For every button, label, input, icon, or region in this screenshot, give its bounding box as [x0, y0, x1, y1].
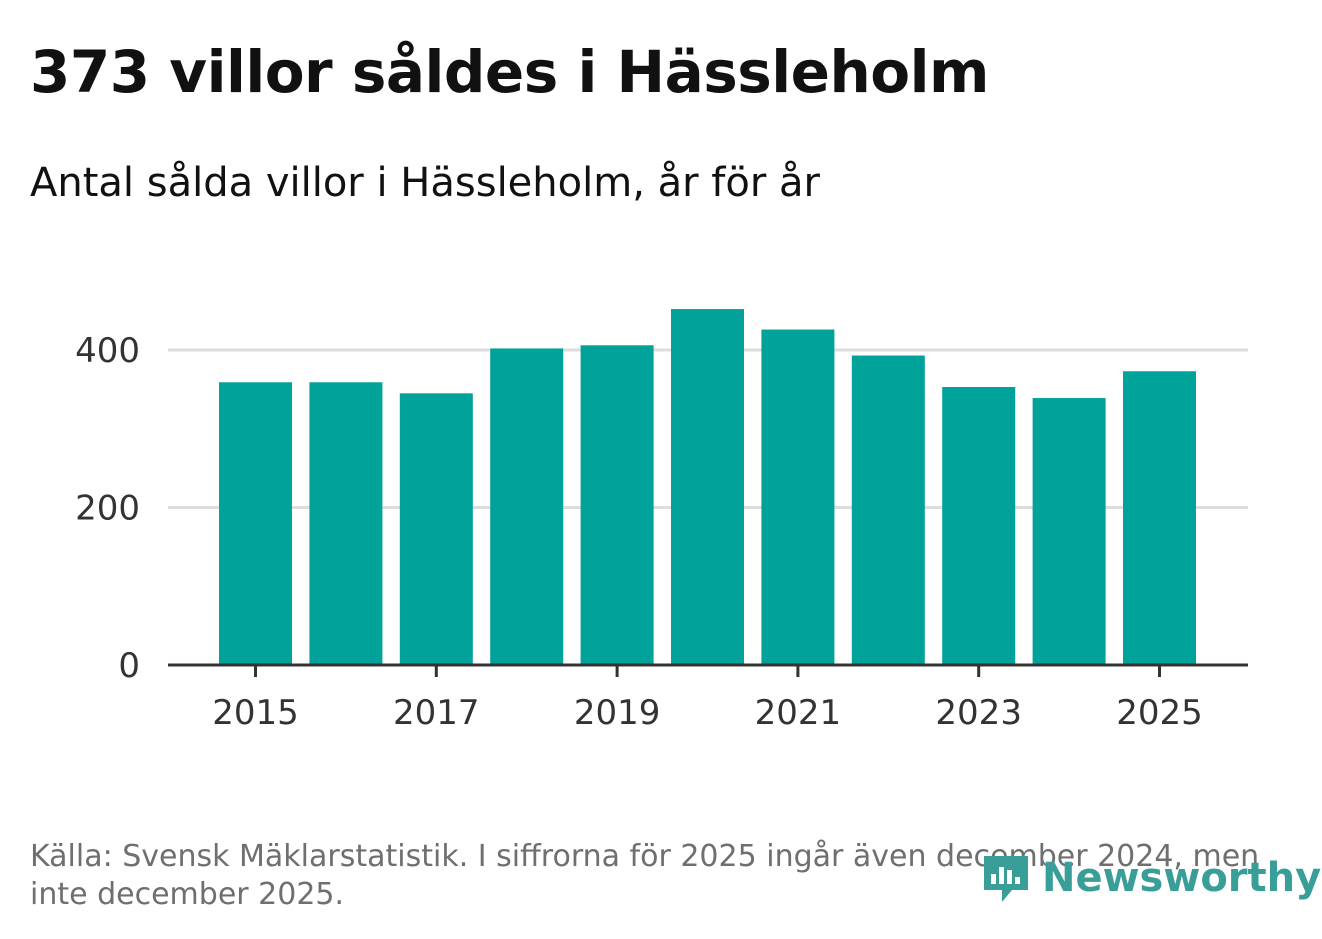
bar-2022 — [851, 355, 925, 665]
bar-chart: 0 200 400 2015 2017 2019 2021 2023 2025 — [75, 309, 1248, 733]
x-tick-label: 2015 — [212, 693, 299, 733]
y-tick-label: 0 — [118, 646, 140, 686]
bar-2023 — [942, 387, 1016, 665]
bar-2020 — [671, 309, 744, 665]
bar-2024 — [1032, 398, 1106, 665]
bar-2015 — [219, 382, 292, 665]
bar-2025 — [1123, 371, 1196, 665]
bar-2016 — [309, 382, 383, 665]
x-tick-label: 2023 — [935, 693, 1022, 733]
bar-2018 — [490, 348, 564, 665]
chart-subtitle: Antal sålda villor i Hässleholm, år för … — [30, 160, 820, 206]
bar-2017 — [399, 393, 473, 665]
x-tick-label: 2019 — [574, 693, 661, 733]
y-tick-label: 400 — [75, 331, 140, 371]
bar-2021 — [761, 329, 835, 665]
newsworthy-logo: Newsworthy — [980, 850, 1321, 906]
chart-title: 373 villor såldes i Hässleholm — [30, 38, 989, 106]
bar-2019 — [580, 345, 654, 665]
x-tick-label: 2025 — [1116, 693, 1203, 733]
x-tick-label: 2017 — [393, 693, 480, 733]
x-tick-label: 2021 — [755, 693, 842, 733]
logo-text: Newsworthy — [1042, 855, 1322, 901]
newsworthy-logo-icon — [984, 856, 1028, 902]
source-note: Källa: Svensk Mäklarstatistik. I siffror… — [30, 839, 1260, 912]
y-tick-label: 200 — [75, 489, 140, 529]
